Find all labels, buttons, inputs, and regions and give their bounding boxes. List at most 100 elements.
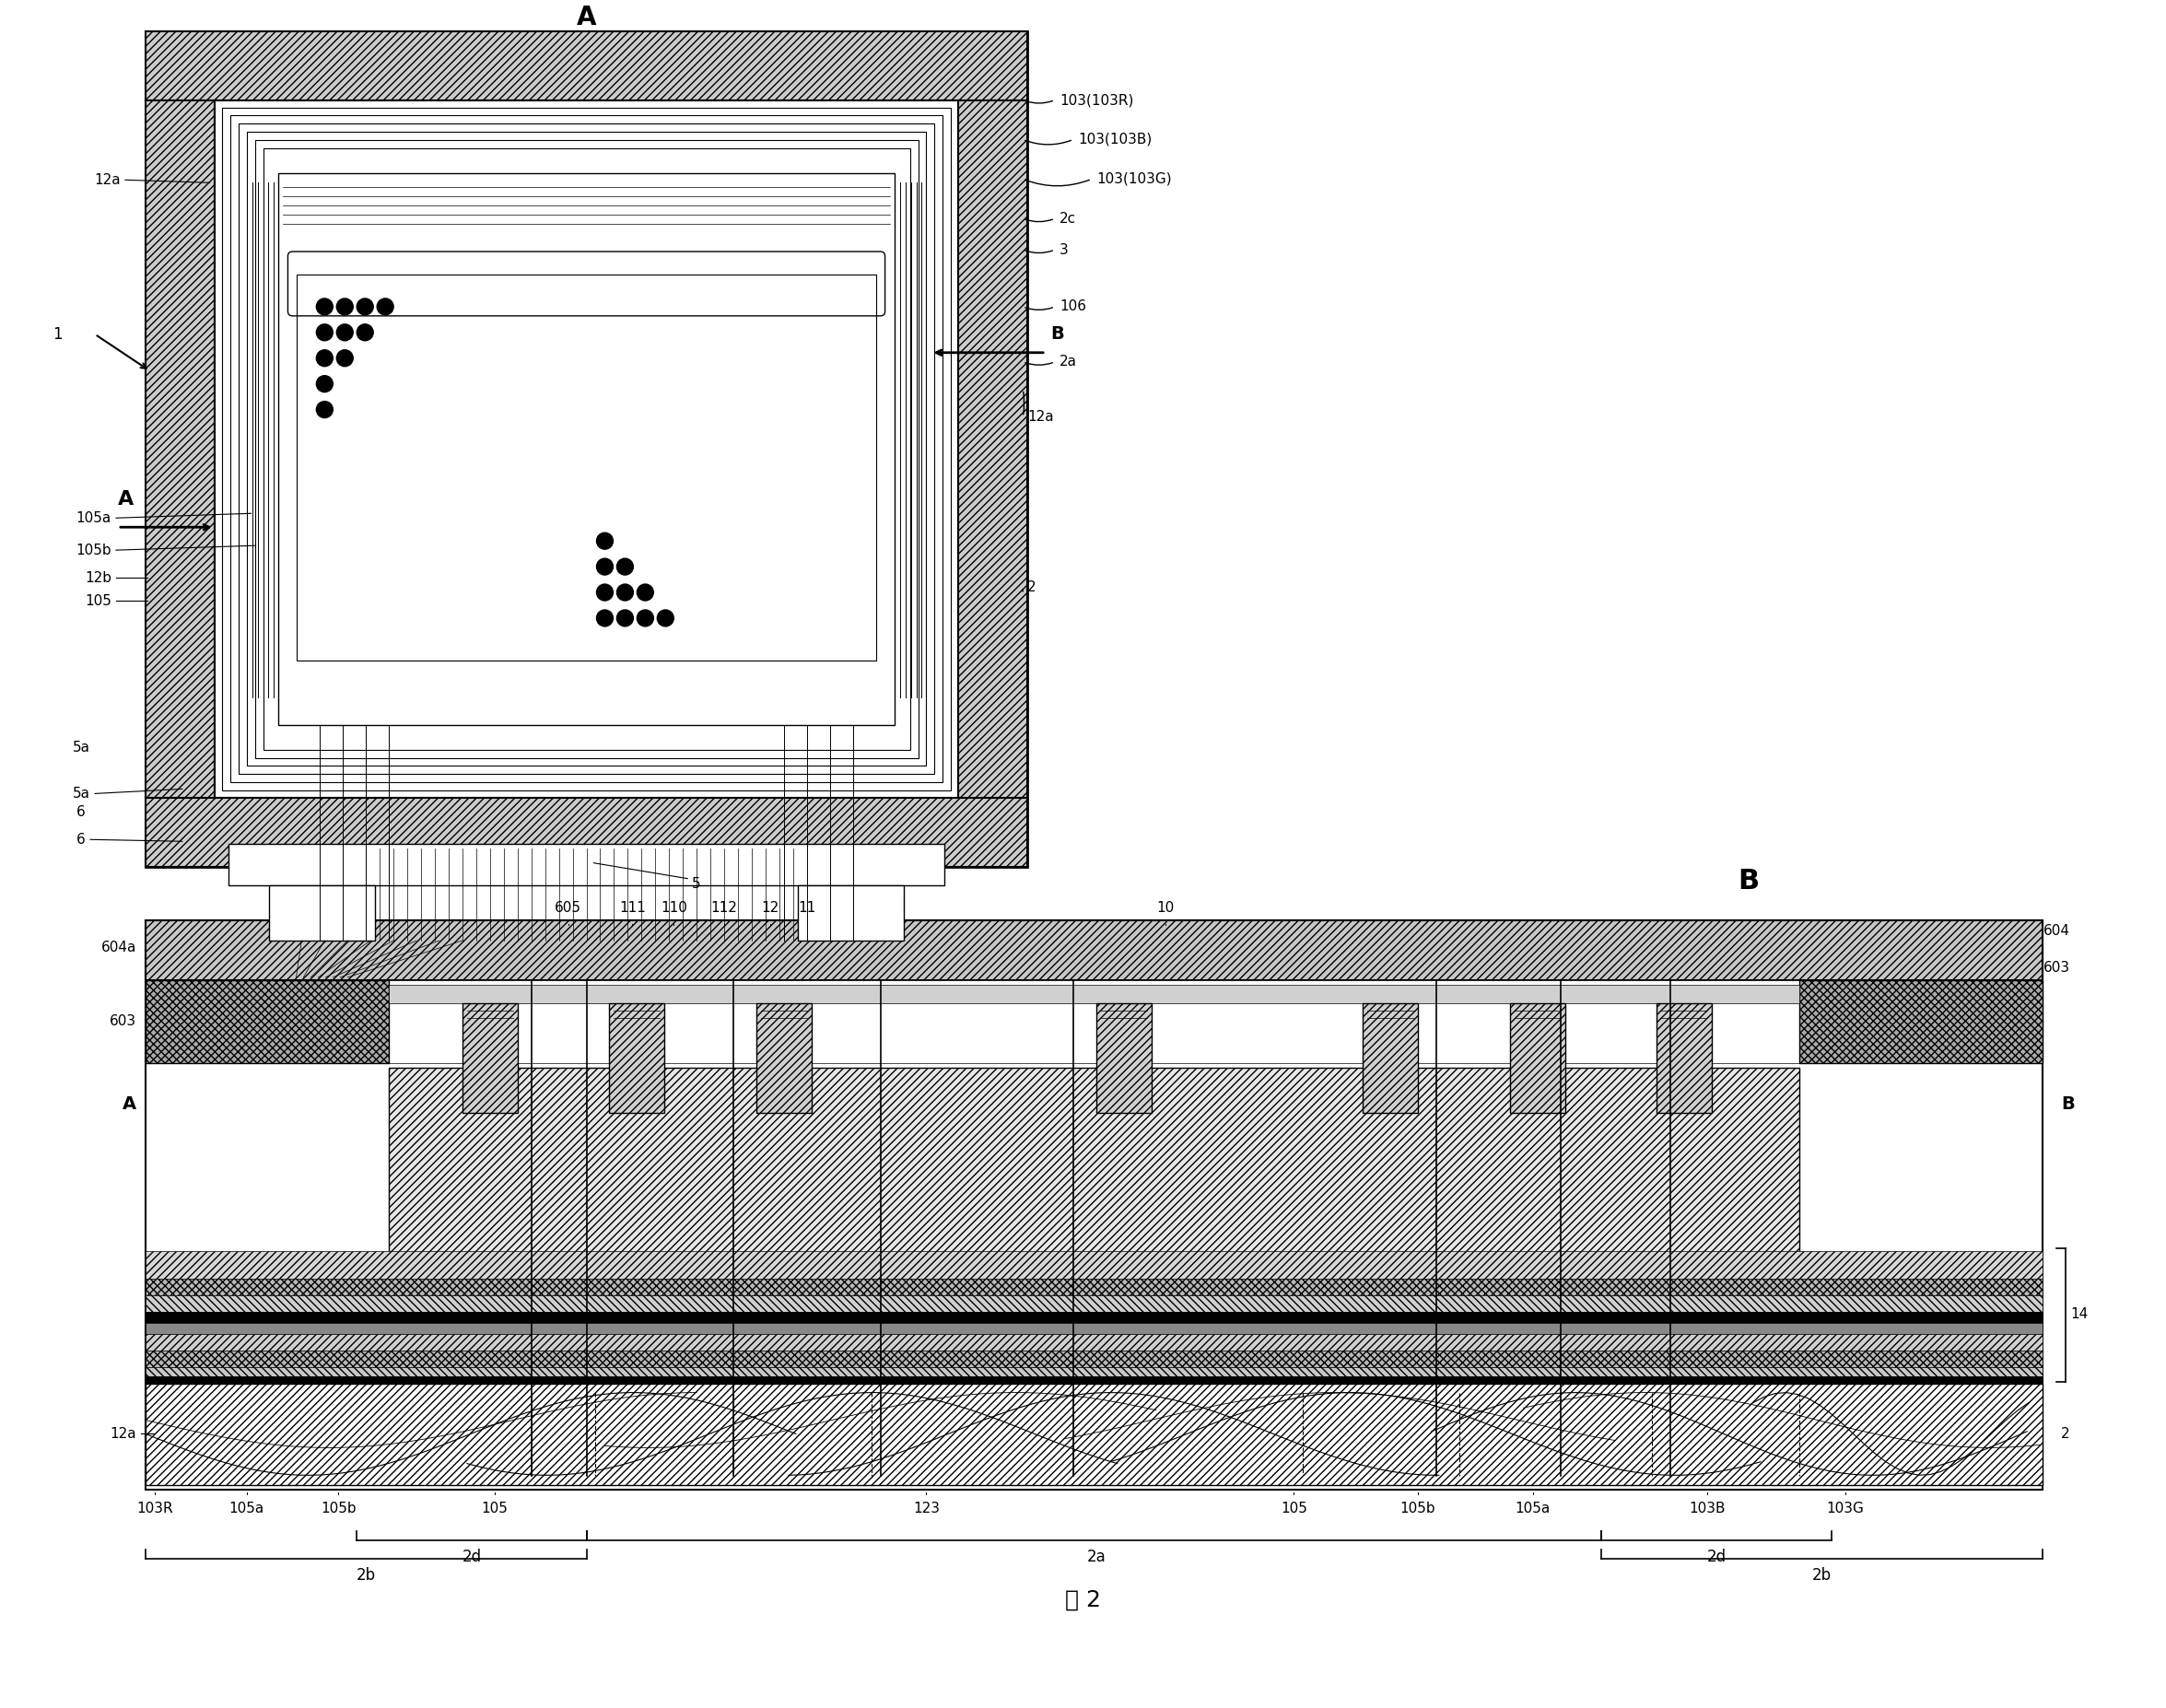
Text: 105: 105	[1280, 1501, 1306, 1515]
Text: 6: 6	[76, 804, 87, 818]
Text: 2a: 2a	[1087, 1549, 1107, 1565]
Text: 105b: 105b	[1399, 1501, 1436, 1515]
Text: B: B	[2062, 1095, 2075, 1114]
Circle shape	[316, 299, 334, 314]
Bar	[145, 1366, 2043, 1377]
Bar	[145, 1334, 2043, 1351]
Bar	[145, 1279, 2043, 1295]
FancyBboxPatch shape	[288, 251, 886, 316]
Bar	[1096, 1003, 1152, 1114]
Text: 2: 2	[2062, 1426, 2071, 1442]
Bar	[461, 1003, 518, 1114]
Text: 110: 110	[661, 900, 687, 914]
Bar	[230, 116, 942, 782]
Text: 603: 603	[2043, 962, 2071, 975]
Bar	[269, 885, 375, 941]
Circle shape	[596, 584, 613, 601]
Text: 12: 12	[760, 900, 780, 914]
Bar	[214, 101, 960, 798]
Text: A: A	[576, 5, 596, 31]
Text: 105b: 105b	[76, 543, 110, 557]
Bar	[1800, 980, 2043, 1062]
Text: 2c: 2c	[1059, 212, 1077, 225]
Bar	[960, 101, 1027, 798]
Bar	[238, 125, 934, 774]
Bar	[145, 1383, 2043, 1486]
Text: 103(103R): 103(103R)	[1059, 92, 1133, 108]
Text: 103B: 103B	[1689, 1501, 1726, 1515]
Text: 105: 105	[84, 594, 110, 608]
Bar	[262, 149, 910, 750]
Circle shape	[357, 299, 373, 314]
Bar	[221, 108, 951, 791]
Circle shape	[377, 299, 394, 314]
Circle shape	[637, 584, 654, 601]
Circle shape	[617, 584, 632, 601]
Bar	[145, 31, 1027, 868]
Text: B: B	[1051, 326, 1064, 343]
Text: 605: 605	[554, 900, 580, 914]
Text: 106: 106	[1059, 301, 1087, 314]
Text: 3: 3	[1059, 243, 1068, 256]
Circle shape	[336, 299, 353, 314]
Text: 1: 1	[52, 326, 63, 343]
Circle shape	[336, 325, 353, 340]
Text: 103R: 103R	[136, 1501, 173, 1515]
Text: 2: 2	[1027, 581, 1035, 594]
Text: 2b: 2b	[355, 1566, 375, 1583]
Text: 6: 6	[76, 832, 87, 847]
Bar	[756, 1003, 812, 1114]
Text: 105a: 105a	[76, 511, 110, 524]
Text: 11: 11	[797, 900, 817, 914]
Bar	[145, 921, 2043, 980]
Text: 2d: 2d	[461, 1549, 481, 1565]
Text: 123: 123	[914, 1501, 940, 1515]
Circle shape	[316, 376, 334, 393]
Bar	[390, 984, 1800, 1003]
Text: 604: 604	[2043, 924, 2071, 938]
Bar	[145, 101, 214, 798]
Circle shape	[596, 559, 613, 576]
Text: 112: 112	[710, 900, 739, 914]
Text: 2b: 2b	[1813, 1566, 1832, 1583]
Text: 5a: 5a	[74, 787, 91, 801]
Text: 103(103G): 103(103G)	[1096, 173, 1172, 186]
Text: 105a: 105a	[1514, 1501, 1551, 1515]
Bar	[145, 31, 1027, 101]
Text: 12a: 12a	[110, 1426, 136, 1442]
Bar	[145, 1295, 2043, 1312]
Bar	[1657, 1003, 1711, 1114]
Circle shape	[637, 610, 654, 627]
Circle shape	[617, 559, 632, 576]
Bar	[145, 1250, 2043, 1279]
Text: 12b: 12b	[84, 570, 110, 584]
Circle shape	[316, 350, 334, 367]
Text: 603: 603	[110, 1015, 136, 1028]
Bar	[609, 1003, 665, 1114]
Bar	[145, 921, 2043, 1489]
Text: 105a: 105a	[230, 1501, 264, 1515]
Text: 14: 14	[2071, 1308, 2088, 1322]
Text: 10: 10	[1157, 900, 1174, 914]
Circle shape	[596, 533, 613, 550]
Bar	[145, 1351, 2043, 1366]
Text: A: A	[117, 490, 134, 509]
Circle shape	[596, 610, 613, 627]
Bar	[390, 1068, 1800, 1261]
Text: 5a: 5a	[74, 741, 91, 755]
Bar	[1510, 1003, 1564, 1114]
Circle shape	[316, 325, 334, 340]
Bar	[297, 275, 875, 661]
Text: 103G: 103G	[1826, 1501, 1865, 1515]
Bar	[227, 844, 944, 885]
Circle shape	[656, 610, 674, 627]
Bar	[145, 1377, 2043, 1383]
Bar	[145, 1312, 2043, 1322]
Circle shape	[357, 325, 373, 340]
Bar	[145, 980, 390, 1062]
Circle shape	[316, 401, 334, 418]
Text: 5: 5	[693, 876, 702, 890]
Text: 2d: 2d	[1707, 1549, 1726, 1565]
Text: 图 2: 图 2	[1064, 1588, 1100, 1611]
Bar	[256, 140, 918, 758]
